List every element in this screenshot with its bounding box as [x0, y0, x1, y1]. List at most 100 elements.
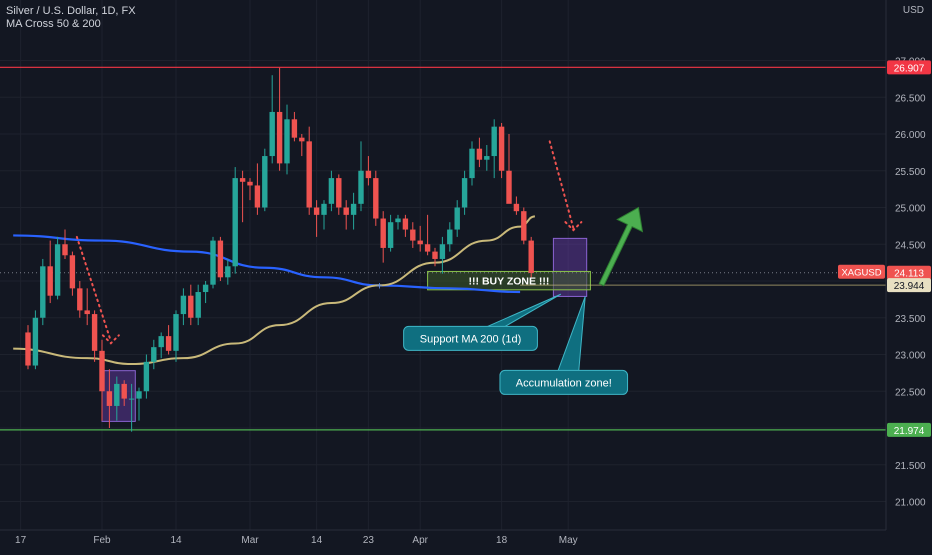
- candle[interactable]: [173, 310, 179, 362]
- candle[interactable]: [239, 170, 246, 223]
- candle-body: [173, 314, 179, 351]
- price-tag-text: 24.113: [894, 269, 924, 280]
- dotted-arrow-apr: [548, 140, 575, 230]
- candle-body: [69, 255, 76, 289]
- candle-body: [313, 207, 320, 215]
- candle[interactable]: [439, 236, 446, 274]
- candle[interactable]: [225, 258, 231, 285]
- candle[interactable]: [299, 134, 305, 157]
- candle[interactable]: [291, 111, 298, 142]
- candle[interactable]: [195, 284, 201, 326]
- candle[interactable]: [528, 236, 534, 278]
- candle-body: [165, 336, 172, 351]
- candle[interactable]: [165, 325, 172, 355]
- candle[interactable]: [373, 170, 379, 226]
- candle[interactable]: [114, 376, 120, 421]
- candle[interactable]: [77, 281, 83, 318]
- candle-body: [521, 211, 527, 241]
- candle[interactable]: [40, 258, 46, 326]
- candle[interactable]: [313, 200, 320, 237]
- candle[interactable]: [387, 214, 394, 252]
- candle-body: [114, 383, 120, 406]
- x-tick-label: 14: [170, 535, 182, 546]
- candle[interactable]: [498, 122, 505, 179]
- candle[interactable]: [210, 236, 216, 289]
- candle[interactable]: [476, 137, 483, 168]
- candle[interactable]: [269, 75, 275, 164]
- candle[interactable]: [343, 200, 349, 230]
- candle-body: [32, 317, 39, 366]
- candle[interactable]: [513, 196, 520, 215]
- candle[interactable]: [25, 325, 31, 370]
- candle[interactable]: [151, 339, 157, 370]
- candle[interactable]: [276, 67, 283, 171]
- candle[interactable]: [506, 134, 512, 204]
- candle[interactable]: [47, 240, 53, 304]
- candle[interactable]: [521, 207, 527, 245]
- candle[interactable]: [417, 225, 423, 252]
- candle[interactable]: [232, 167, 238, 274]
- candle[interactable]: [358, 141, 364, 212]
- candle[interactable]: [69, 251, 76, 296]
- candle[interactable]: [158, 332, 164, 359]
- candle-body: [506, 170, 512, 204]
- candle-body: [25, 332, 31, 366]
- candle[interactable]: [424, 214, 431, 256]
- candle[interactable]: [380, 211, 386, 263]
- candle[interactable]: [328, 170, 335, 212]
- candle-body: [262, 156, 268, 208]
- candle-body: [151, 347, 157, 362]
- candle[interactable]: [202, 281, 209, 304]
- candle[interactable]: [484, 145, 490, 171]
- candle[interactable]: [469, 141, 475, 186]
- candle[interactable]: [54, 236, 61, 300]
- candle[interactable]: [306, 126, 312, 215]
- candle-body: [358, 170, 364, 204]
- candle[interactable]: [84, 288, 90, 326]
- candle[interactable]: [284, 104, 290, 175]
- candle-body: [128, 398, 135, 400]
- candle-body: [513, 203, 520, 212]
- candle-body: [121, 383, 127, 399]
- candle[interactable]: [62, 229, 68, 259]
- candle[interactable]: [402, 214, 409, 237]
- candle[interactable]: [395, 214, 401, 230]
- y-tick-label: 22.500: [895, 387, 926, 398]
- candle[interactable]: [336, 174, 342, 215]
- candle-body: [484, 156, 490, 160]
- candle-body: [106, 391, 113, 406]
- candle[interactable]: [121, 380, 127, 406]
- candle[interactable]: [365, 156, 372, 186]
- candle[interactable]: [254, 163, 261, 215]
- x-tick-label: Mar: [241, 535, 259, 546]
- candle[interactable]: [447, 222, 453, 252]
- candle[interactable]: [410, 222, 416, 248]
- candle[interactable]: [321, 200, 327, 230]
- candle[interactable]: [32, 310, 39, 370]
- candle[interactable]: [247, 178, 253, 201]
- candle-body: [158, 336, 164, 348]
- candle[interactable]: [454, 200, 460, 237]
- accumulation-callout-pointer: [553, 296, 586, 383]
- candle[interactable]: [188, 284, 194, 326]
- candle[interactable]: [350, 192, 357, 230]
- candle[interactable]: [128, 383, 135, 432]
- candle-body: [365, 170, 372, 179]
- candle[interactable]: [491, 119, 497, 179]
- candle-body: [424, 244, 431, 252]
- candle[interactable]: [143, 354, 150, 399]
- candle[interactable]: [262, 148, 268, 212]
- candle[interactable]: [432, 247, 438, 267]
- candle[interactable]: [136, 387, 142, 421]
- candle[interactable]: [91, 310, 98, 362]
- candle[interactable]: [99, 339, 105, 421]
- price-tag-support: [887, 422, 931, 437]
- candle[interactable]: [461, 170, 468, 215]
- candle[interactable]: [180, 288, 187, 326]
- candle[interactable]: [106, 369, 113, 428]
- dotted-arrow-feb-head: [101, 334, 120, 345]
- candle[interactable]: [217, 236, 224, 281]
- candle-body: [299, 137, 305, 142]
